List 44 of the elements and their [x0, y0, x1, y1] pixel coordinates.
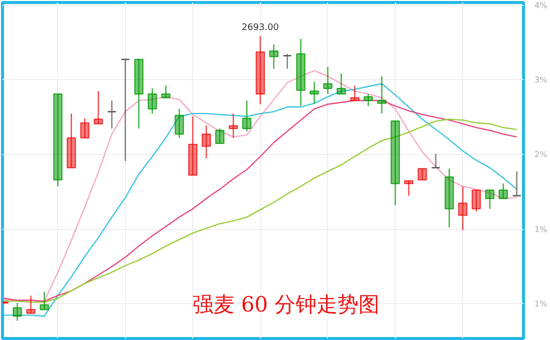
y-tick-label: 1%: [534, 224, 548, 234]
candlestick: [310, 81, 319, 104]
candlestick: [418, 168, 427, 180]
candlestick: [188, 116, 198, 176]
y-tick-label: 4%: [534, 0, 548, 10]
candlestick: [80, 118, 90, 138]
y-tick-label: 1%: [534, 299, 548, 308]
candlestick: [256, 35, 265, 105]
candlestick: [53, 93, 62, 188]
candlestick: [66, 112, 76, 168]
candlestick: [472, 189, 481, 212]
candlestick: [94, 90, 103, 124]
candlestick: [350, 84, 360, 102]
candlestick: [282, 53, 292, 70]
candlestick: [26, 294, 36, 314]
candlestick: [215, 128, 224, 144]
text: 强麦 60 分钟走势图: [192, 292, 380, 316]
candlestick: [134, 58, 144, 130]
candlestick: [161, 84, 170, 98]
candlestick: [498, 182, 508, 200]
candlestick: [148, 88, 157, 114]
candlestick: [485, 189, 494, 210]
candlestick: [296, 38, 306, 107]
candlestick: [336, 72, 346, 95]
candlestick: [12, 302, 22, 322]
candlestick: [512, 170, 522, 196]
candlestick: [242, 100, 252, 132]
candlestick: [364, 93, 373, 107]
candlestick: [174, 108, 184, 138]
candlestick: [377, 76, 386, 114]
candlestick: [404, 180, 414, 196]
y-tick-label: 3%: [534, 75, 548, 84]
candlestick: [40, 291, 49, 310]
candlestick: [323, 66, 332, 95]
candlestick: [269, 44, 278, 70]
candlestick: [107, 100, 117, 130]
candlestick: [202, 125, 211, 160]
annotation: 2693.00: [242, 23, 280, 34]
candlestick: [431, 153, 440, 168]
candlestick: [228, 112, 238, 138]
candlestick: [458, 186, 468, 231]
y-tick-label: 2%: [534, 150, 548, 160]
candlestick: [444, 168, 454, 228]
candlestick: [390, 120, 400, 206]
